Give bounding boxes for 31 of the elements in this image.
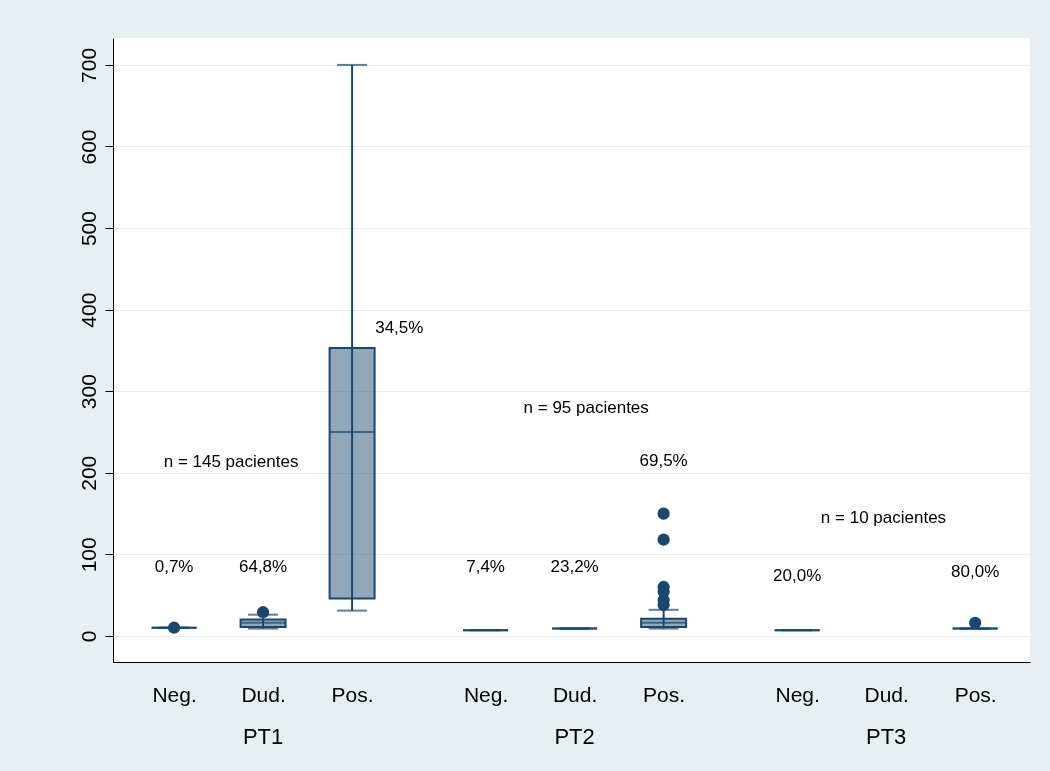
y-tick-label: 700 bbox=[76, 47, 100, 83]
x-tick-label: Dud. bbox=[864, 682, 909, 706]
annotation: n = 145 pacientes bbox=[163, 452, 299, 472]
x-tick-label: Neg. bbox=[775, 682, 820, 706]
x-tick-label: Dud. bbox=[552, 682, 598, 706]
y-tick-label: 0 bbox=[76, 630, 100, 643]
y-tick-label: 200 bbox=[76, 455, 100, 491]
annotation: 23,2% bbox=[550, 556, 599, 576]
text: PT3 bbox=[865, 724, 907, 750]
y-tick-label: 300 bbox=[76, 374, 100, 410]
annotation: 7,4% bbox=[466, 556, 505, 576]
x-tick-label: Pos. bbox=[331, 682, 374, 706]
x-tick-label: Neg. bbox=[152, 682, 197, 706]
annotation: n = 95 pacientes bbox=[523, 398, 649, 418]
y-tick-label: 100 bbox=[76, 537, 100, 573]
text: PT1 bbox=[242, 724, 284, 750]
x-tick-label: Pos. bbox=[643, 682, 686, 706]
annotation: 64,8% bbox=[238, 556, 288, 576]
x-tick-label: Neg. bbox=[463, 682, 509, 706]
annotation: 20,0% bbox=[773, 565, 822, 585]
y-tick-label: 600 bbox=[76, 129, 100, 165]
x-tick-label: Dud. bbox=[241, 682, 286, 706]
x-tick-label: Pos. bbox=[954, 682, 997, 706]
annotation: n = 10 pacientes bbox=[820, 507, 947, 527]
annotation: 34,5% bbox=[375, 318, 424, 338]
annotation: 69,5% bbox=[639, 451, 688, 471]
y-tick-label: 500 bbox=[76, 211, 100, 247]
text: PT2 bbox=[554, 724, 595, 750]
y-tick-label: 400 bbox=[76, 292, 100, 328]
annotation: 0,7% bbox=[154, 556, 194, 576]
annotation: 80,0% bbox=[951, 562, 1000, 582]
